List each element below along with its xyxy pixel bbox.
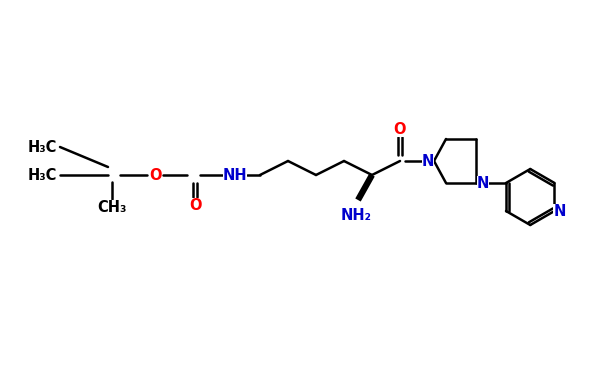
Text: O: O	[149, 168, 162, 183]
Text: N: N	[477, 176, 489, 190]
Text: O: O	[189, 198, 201, 213]
Text: NH: NH	[223, 168, 247, 183]
Text: CH₃: CH₃	[97, 200, 126, 214]
Text: N: N	[422, 153, 434, 168]
Text: N: N	[554, 204, 566, 219]
Text: O: O	[394, 122, 406, 136]
Text: H₃C: H₃C	[27, 168, 57, 183]
Text: NH₂: NH₂	[341, 207, 371, 222]
Text: H₃C: H₃C	[27, 140, 57, 154]
